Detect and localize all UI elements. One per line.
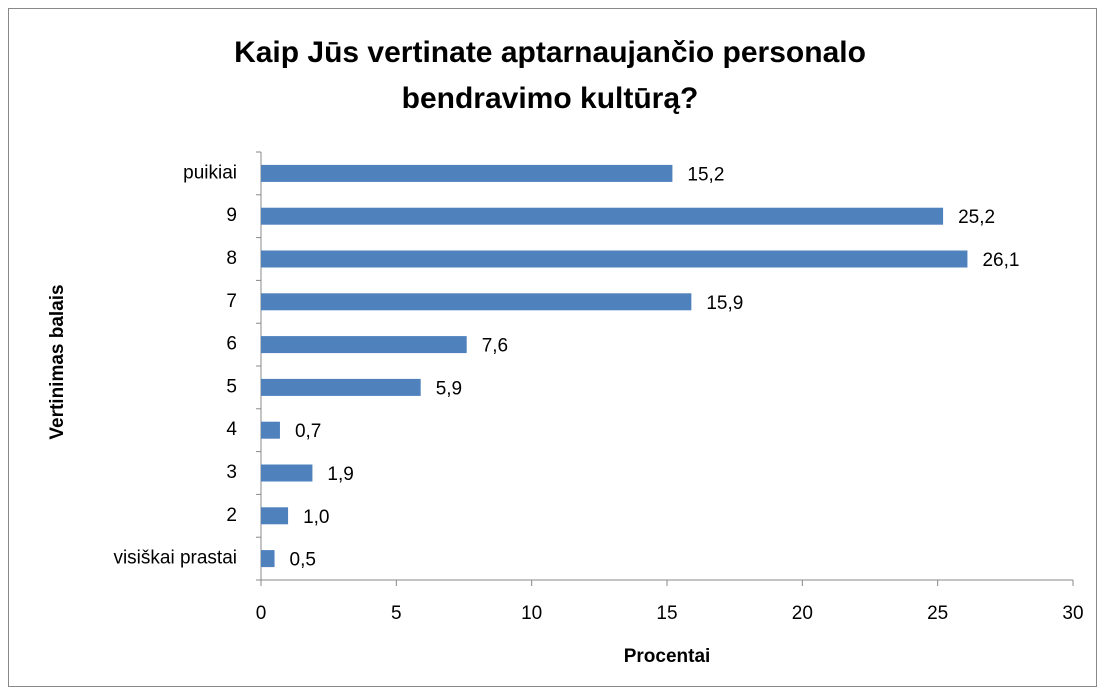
bar xyxy=(261,293,692,311)
data-label: 25,2 xyxy=(958,207,995,228)
data-label: 0,5 xyxy=(290,550,316,571)
x-tick-label: 0 xyxy=(256,603,267,624)
x-tick-label: 5 xyxy=(391,603,402,624)
data-label: 5,9 xyxy=(436,378,462,399)
y-tick-label: 6 xyxy=(226,334,237,355)
bar xyxy=(261,464,313,482)
y-tick-label: 3 xyxy=(226,462,237,483)
bar xyxy=(261,336,467,354)
data-label: 1,0 xyxy=(303,507,329,528)
y-tick-label: 4 xyxy=(226,419,237,440)
bar xyxy=(261,550,275,568)
y-tick-label: 7 xyxy=(226,291,237,312)
x-tick-label: 10 xyxy=(521,603,542,624)
x-tick-label: 15 xyxy=(656,603,677,624)
data-label: 15,9 xyxy=(706,293,743,314)
y-axis-label: Vertinimas balais xyxy=(47,284,68,439)
y-tick-label: 2 xyxy=(226,505,237,526)
bar xyxy=(261,207,944,225)
data-label: 26,1 xyxy=(982,250,1019,271)
data-label: 7,6 xyxy=(482,336,508,357)
x-axis-label: Procentai xyxy=(624,646,711,667)
chart-title: Kaip Jūs vertinate aptarnaujančio person… xyxy=(234,36,866,115)
bar xyxy=(261,421,280,439)
x-tick-label: 25 xyxy=(927,603,948,624)
x-tick-label: 30 xyxy=(1062,603,1083,624)
y-tick-label: visiškai prastai xyxy=(113,548,237,569)
y-tick-label: 5 xyxy=(226,376,237,397)
data-label: 15,2 xyxy=(687,164,724,185)
y-tick-label: 8 xyxy=(226,248,237,269)
bar xyxy=(261,507,289,525)
y-tick-label: 9 xyxy=(226,205,237,226)
bar xyxy=(261,250,968,268)
y-tick-label: puikiai xyxy=(183,162,237,183)
bar xyxy=(261,164,673,182)
bar xyxy=(261,378,421,396)
x-tick-label: 20 xyxy=(792,603,813,624)
chart-border xyxy=(8,8,1097,687)
data-label: 0,7 xyxy=(295,421,321,442)
data-label: 1,9 xyxy=(327,464,353,485)
